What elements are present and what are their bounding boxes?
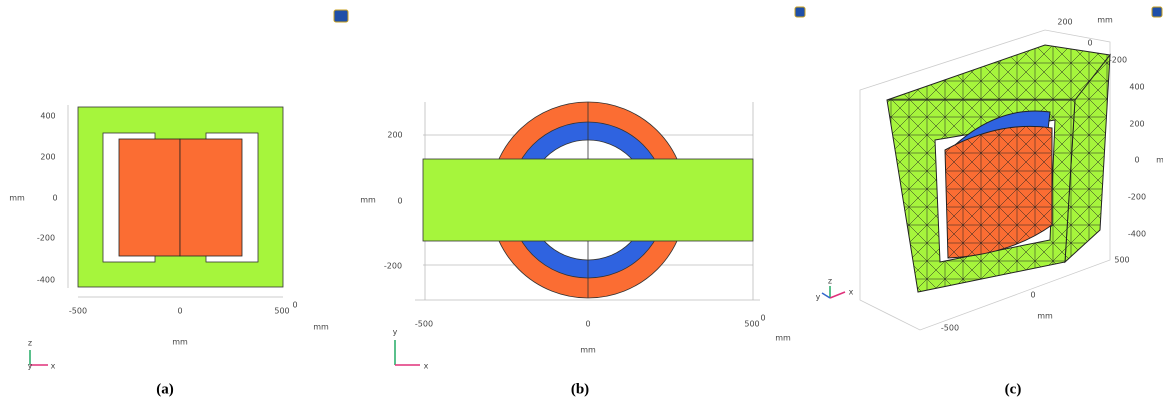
axis-label: -500: [415, 320, 433, 329]
axis-label: 200: [1057, 18, 1072, 27]
axis-label: 0: [292, 301, 297, 310]
axis-label: y: [393, 328, 398, 337]
axis-label: 200: [40, 153, 55, 162]
caption: (b): [571, 381, 589, 397]
axis-label: -400: [1128, 230, 1146, 239]
axis-label: 0: [1087, 39, 1092, 48]
caption: (c): [1005, 381, 1022, 397]
axis-label: mm: [313, 323, 329, 332]
figure: 4002000-200-400mm-50005000mmmmzyx(a)2000…: [0, 0, 1163, 405]
axis-label: -200: [1109, 56, 1127, 65]
axis-label: -200: [384, 262, 402, 271]
axis-label: 500: [1114, 256, 1129, 265]
panel-a-geometry: [30, 105, 283, 365]
axis-label: 0: [585, 320, 590, 329]
axis-label: x: [51, 362, 56, 371]
axis-label: 500: [274, 307, 289, 316]
axis-label: z: [828, 277, 832, 286]
caption: (a): [156, 381, 174, 397]
axis-label: 0: [177, 307, 182, 316]
panel-c-geometry: [822, 30, 1110, 330]
axis-label: -400: [37, 276, 55, 285]
axis-label: 200: [387, 131, 402, 140]
axis-label: z: [28, 339, 32, 348]
axis-label: -500: [941, 324, 959, 333]
axis-label: 0: [52, 194, 57, 203]
axis-label: 400: [1129, 83, 1144, 92]
axis-label: mm: [775, 334, 791, 343]
axis-label: 500: [744, 320, 759, 329]
axis-label: mm: [9, 194, 25, 203]
axis-label: -200: [1128, 193, 1146, 202]
axis-label: mm: [1097, 16, 1113, 25]
axis-label: m: [1156, 156, 1163, 165]
axis-label: mm: [1037, 312, 1053, 321]
axis-label: 200: [1129, 120, 1144, 129]
axis-label: y: [28, 362, 33, 371]
view-icons: [334, 7, 1162, 22]
axis-label: 400: [40, 112, 55, 121]
axis-label: y: [816, 293, 821, 302]
axis-label: 0: [1030, 291, 1035, 300]
axis-label: mm: [580, 346, 596, 355]
axis-label: 0: [1134, 156, 1139, 165]
axis-label: 0: [397, 197, 402, 206]
axis-label: mm: [360, 196, 376, 205]
axis-label: -200: [37, 234, 55, 243]
axis-label: 0: [760, 314, 765, 323]
axis-label: mm: [172, 338, 188, 347]
axis-label: -500: [69, 307, 87, 316]
axis-label: x: [849, 288, 854, 297]
panel-b-geometry: [395, 102, 760, 365]
axis-label: x: [424, 362, 429, 371]
